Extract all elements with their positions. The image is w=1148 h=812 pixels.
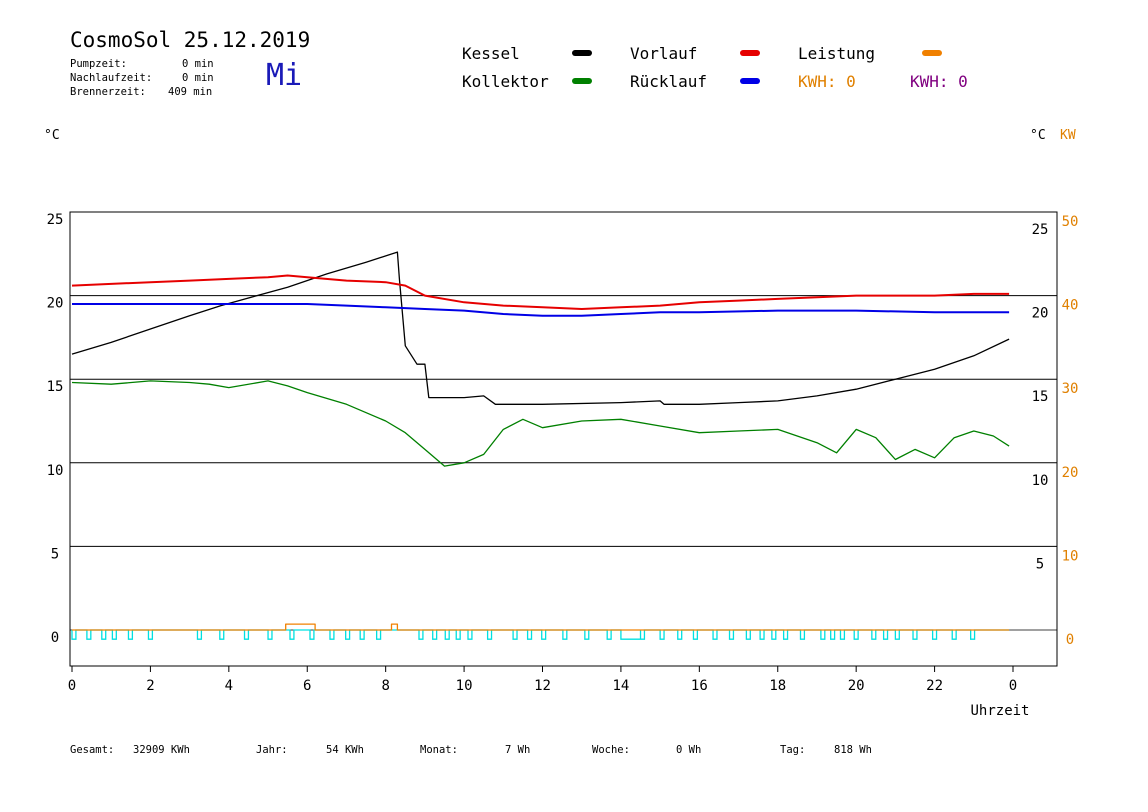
y-right-celsius-tick-label: 15 xyxy=(1032,389,1049,405)
stat-pump-value: 0 min xyxy=(182,58,214,70)
stat-nachlauf-value: 0 min xyxy=(182,72,214,84)
stat-brenner-label: Brennerzeit: xyxy=(70,86,146,98)
footer-woche-value: 0 Wh xyxy=(676,744,702,756)
x-tick-label: 18 xyxy=(769,678,786,694)
x-tick-label: 6 xyxy=(303,678,311,694)
footer-jahr-value: 54 KWh xyxy=(326,744,364,756)
y-right-kw-tick-label: 10 xyxy=(1062,548,1079,564)
series-rcklauf xyxy=(72,303,1010,317)
x-tick-label: 0 xyxy=(68,678,76,694)
unit-right-kw: KW xyxy=(1060,128,1076,143)
series-kessel xyxy=(71,251,1010,405)
series-kollektor xyxy=(71,380,1010,467)
y-right-celsius-tick-label: 20 xyxy=(1032,306,1049,322)
x-axis-label: Uhrzeit xyxy=(970,703,1029,719)
y-right-kw-tick-label: 20 xyxy=(1062,465,1079,481)
x-tick-label: 14 xyxy=(612,678,629,694)
legend-kwh-purple: KWH: 0 xyxy=(910,72,968,91)
footer-tag-label: Tag: xyxy=(780,744,806,756)
series-pump-pulses xyxy=(71,629,1010,640)
legend-ruecklauf-label: Rücklauf xyxy=(630,72,708,91)
y-left-tick-label: 25 xyxy=(47,212,64,228)
legend-leistung-swatch xyxy=(922,50,942,56)
y-right-celsius-tick-label: 25 xyxy=(1032,222,1049,238)
y-right-kw-tick-label: 0 xyxy=(1066,632,1074,648)
footer-monat-value: 7 Wh xyxy=(505,744,531,756)
series-leistung xyxy=(72,623,1010,631)
legend-ruecklauf-swatch xyxy=(740,78,760,84)
legend-kollektor-label: Kollektor xyxy=(462,72,549,91)
y-right-kw-tick-label: 30 xyxy=(1062,381,1079,397)
x-tick-label: 2 xyxy=(146,678,154,694)
y-left-tick-label: 15 xyxy=(47,379,64,395)
unit-left-celsius: °C xyxy=(44,128,60,143)
x-tick-label: 10 xyxy=(456,678,473,694)
x-tick-label: 16 xyxy=(691,678,708,694)
x-tick-label: 4 xyxy=(225,678,233,694)
unit-right-celsius: °C xyxy=(1030,128,1046,143)
series-vorlauf xyxy=(71,274,1010,310)
x-tick-label: 22 xyxy=(926,678,943,694)
stat-nachlauf-label: Nachlaufzeit: xyxy=(70,72,153,84)
y-left-tick-label: 0 xyxy=(51,630,59,646)
x-tick-label: 20 xyxy=(848,678,865,694)
footer-gesamt-label: Gesamt: xyxy=(70,744,115,756)
y-left-tick-label: 10 xyxy=(47,463,64,479)
y-left-tick-label: 20 xyxy=(47,296,64,312)
stat-pump-label: Pumpzeit: xyxy=(70,58,127,70)
weekday-label: Mi xyxy=(266,58,303,93)
x-tick-label: 8 xyxy=(381,678,389,694)
legend-vorlauf-swatch xyxy=(740,50,760,56)
legend-kollektor-swatch xyxy=(572,78,592,84)
legend-vorlauf-label: Vorlauf xyxy=(630,44,698,63)
legend-kessel-swatch xyxy=(572,50,592,56)
y-right-celsius-tick-label: 5 xyxy=(1036,556,1044,572)
y-right-kw-tick-label: 40 xyxy=(1062,298,1079,314)
stat-brenner-value: 409 min xyxy=(168,86,213,98)
legend-kwh-orange: KWH: 0 xyxy=(798,72,856,91)
legend-leistung-label: Leistung xyxy=(798,44,876,63)
footer-tag-value: 818 Wh xyxy=(834,744,872,756)
footer-woche-label: Woche: xyxy=(592,744,630,756)
chart-title: CosmoSol 25.12.2019 xyxy=(70,28,311,52)
y-left-tick-label: 5 xyxy=(51,546,59,562)
plot-frame xyxy=(69,211,1058,667)
y-right-celsius-tick-label: 10 xyxy=(1032,473,1049,489)
footer-jahr-label: Jahr: xyxy=(256,744,288,756)
legend-kessel-label: Kessel xyxy=(462,44,520,63)
y-right-kw-tick-label: 50 xyxy=(1062,214,1079,230)
x-tick-label: 12 xyxy=(534,678,551,694)
footer-gesamt-value: 32909 KWh xyxy=(133,744,190,756)
footer-monat-label: Monat: xyxy=(420,744,458,756)
x-tick-label: 0 xyxy=(1009,678,1017,694)
